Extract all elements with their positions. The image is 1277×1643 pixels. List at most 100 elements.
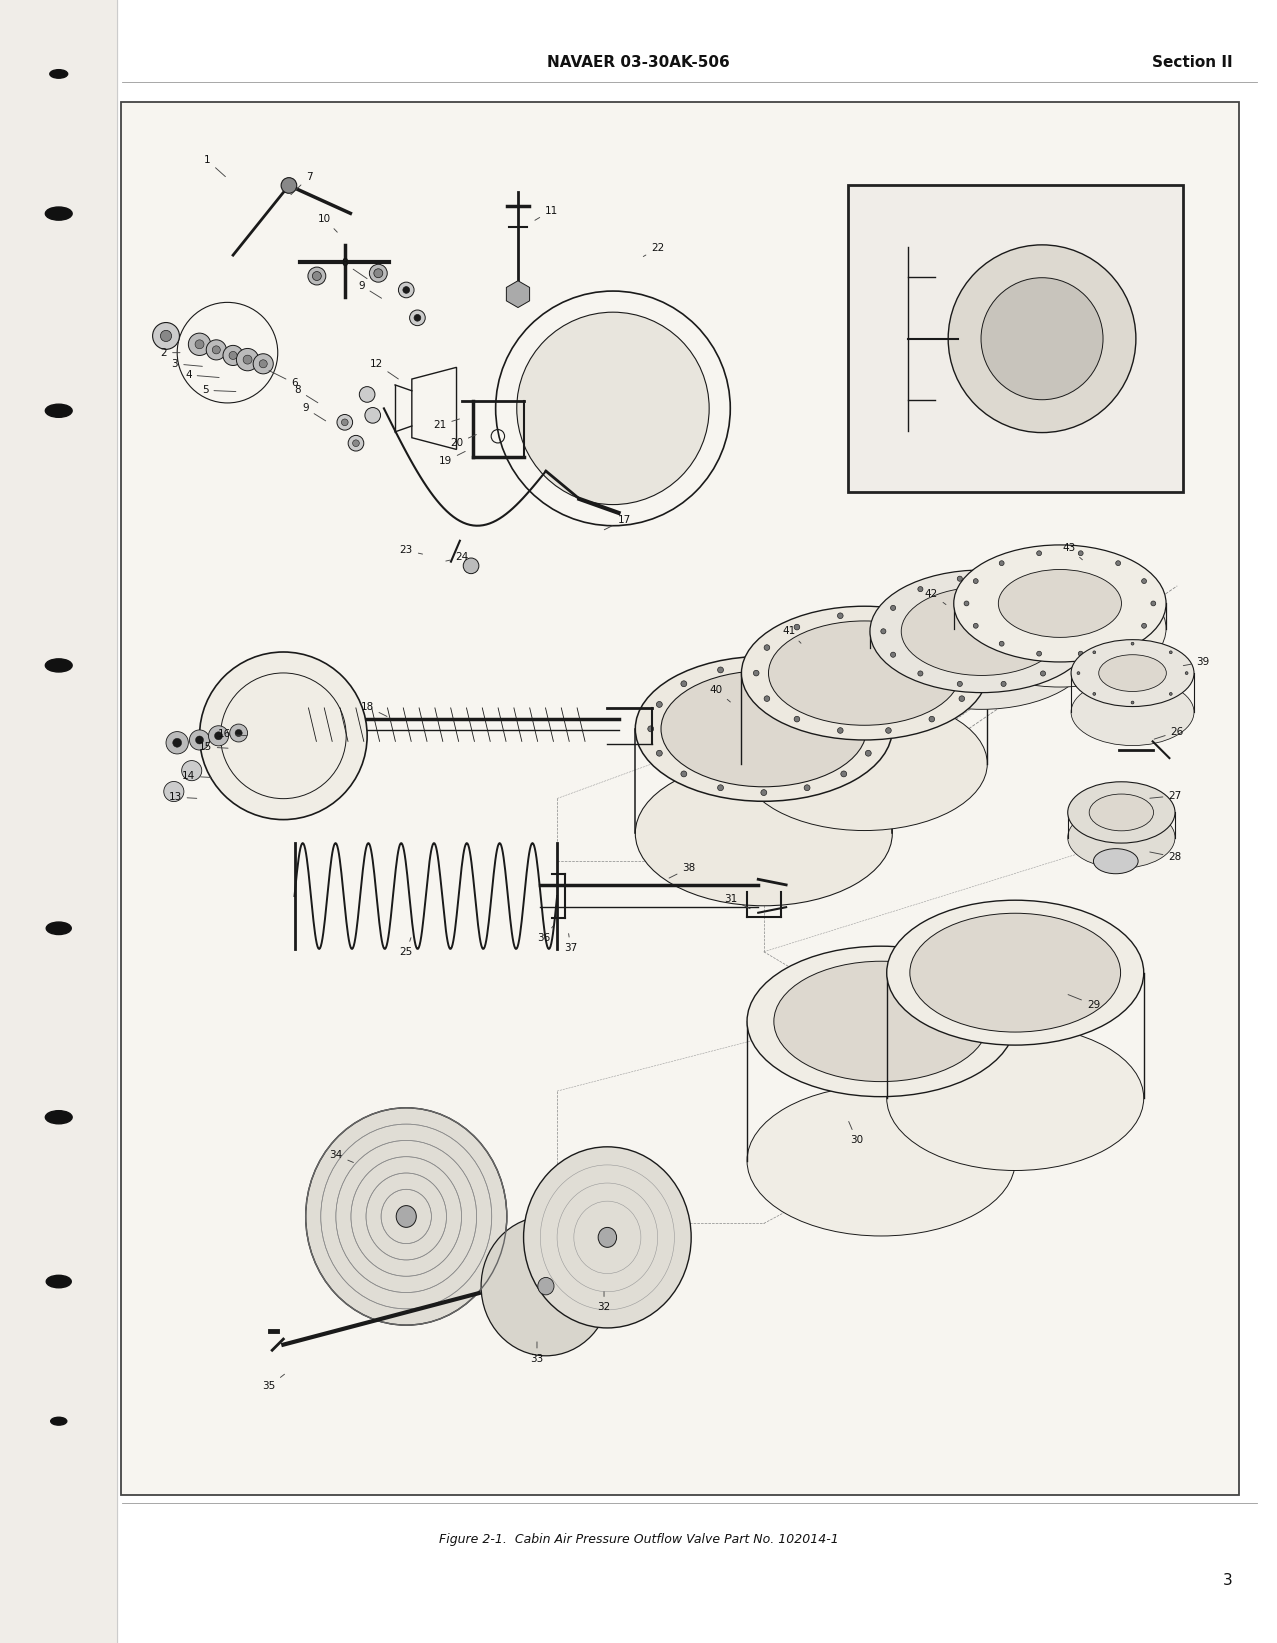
Circle shape [359, 386, 375, 403]
Circle shape [959, 697, 964, 702]
Ellipse shape [396, 1206, 416, 1227]
Circle shape [805, 785, 810, 790]
Circle shape [235, 729, 243, 736]
Ellipse shape [870, 570, 1093, 693]
Circle shape [199, 652, 368, 820]
Circle shape [1170, 651, 1172, 654]
Circle shape [1041, 587, 1046, 591]
Text: 16: 16 [217, 729, 246, 739]
Circle shape [681, 771, 687, 777]
Text: Section II: Section II [1152, 54, 1232, 71]
Circle shape [404, 286, 410, 294]
Circle shape [973, 578, 978, 583]
Ellipse shape [886, 900, 1144, 1045]
Text: 13: 13 [169, 792, 197, 802]
Text: 26: 26 [1154, 726, 1184, 739]
Ellipse shape [46, 207, 72, 220]
Circle shape [161, 330, 171, 342]
Ellipse shape [46, 1275, 72, 1288]
Text: 35: 35 [262, 1374, 285, 1392]
Text: 2: 2 [161, 348, 180, 358]
Circle shape [969, 670, 976, 675]
Ellipse shape [999, 570, 1121, 637]
Ellipse shape [1068, 807, 1175, 868]
Ellipse shape [769, 621, 960, 725]
Circle shape [840, 680, 847, 687]
Circle shape [647, 726, 654, 731]
Circle shape [794, 624, 799, 629]
Circle shape [1093, 651, 1096, 654]
Circle shape [1131, 702, 1134, 703]
Circle shape [464, 559, 479, 573]
Circle shape [230, 725, 248, 743]
Text: 30: 30 [849, 1122, 863, 1145]
Circle shape [873, 726, 880, 731]
Circle shape [928, 716, 935, 721]
Circle shape [313, 271, 322, 281]
Text: 25: 25 [400, 938, 412, 956]
Ellipse shape [46, 659, 72, 672]
Circle shape [886, 728, 891, 733]
Circle shape [517, 312, 709, 504]
Text: 27: 27 [1149, 790, 1181, 800]
Ellipse shape [747, 946, 1015, 1096]
Ellipse shape [598, 1227, 617, 1247]
Circle shape [958, 577, 963, 582]
Circle shape [1131, 642, 1134, 646]
Circle shape [1093, 692, 1096, 695]
Ellipse shape [742, 697, 987, 831]
Circle shape [215, 731, 222, 739]
Ellipse shape [909, 914, 1121, 1032]
Text: 6: 6 [269, 371, 298, 388]
Text: 4: 4 [185, 370, 220, 380]
Text: 42: 42 [925, 588, 946, 605]
Text: 39: 39 [1184, 657, 1209, 667]
Text: 38: 38 [669, 863, 696, 877]
Text: 29: 29 [1068, 994, 1099, 1010]
Circle shape [681, 680, 687, 687]
Circle shape [1068, 605, 1073, 611]
Text: 14: 14 [181, 771, 211, 780]
Circle shape [764, 644, 770, 651]
Text: 8: 8 [341, 258, 366, 279]
Text: 23: 23 [400, 545, 423, 555]
Ellipse shape [538, 1278, 554, 1295]
Circle shape [973, 623, 978, 628]
Text: 10: 10 [318, 214, 337, 232]
Text: 9: 9 [359, 281, 382, 299]
Ellipse shape [742, 606, 987, 739]
Text: 36: 36 [538, 927, 553, 943]
Text: 41: 41 [783, 626, 801, 644]
Ellipse shape [51, 1418, 66, 1424]
Text: 18: 18 [360, 702, 387, 716]
Circle shape [1078, 629, 1083, 634]
Circle shape [958, 682, 963, 687]
Circle shape [918, 587, 923, 591]
Text: 19: 19 [439, 452, 465, 467]
Ellipse shape [305, 1107, 507, 1326]
Circle shape [1142, 623, 1147, 628]
Circle shape [1185, 672, 1188, 675]
Circle shape [1078, 651, 1083, 656]
Text: 21: 21 [433, 419, 460, 430]
Circle shape [212, 345, 221, 353]
Circle shape [1078, 550, 1083, 555]
Circle shape [794, 716, 799, 721]
Text: 9: 9 [303, 404, 326, 421]
Ellipse shape [50, 69, 68, 79]
Circle shape [1170, 692, 1172, 695]
Ellipse shape [774, 961, 988, 1081]
Text: 3: 3 [1222, 1574, 1232, 1589]
Text: 34: 34 [329, 1150, 354, 1163]
Text: 8: 8 [295, 384, 318, 403]
Circle shape [1116, 641, 1121, 646]
Circle shape [981, 278, 1103, 399]
Text: Figure 2-1.  Cabin Air Pressure Outflow Valve Part No. 102014-1: Figure 2-1. Cabin Air Pressure Outflow V… [438, 1533, 839, 1546]
Text: 15: 15 [198, 743, 229, 752]
Circle shape [341, 419, 349, 426]
Text: 31: 31 [724, 894, 750, 909]
Text: 5: 5 [202, 384, 236, 396]
Text: 17: 17 [604, 514, 631, 529]
Circle shape [1037, 651, 1042, 656]
Circle shape [656, 702, 663, 708]
